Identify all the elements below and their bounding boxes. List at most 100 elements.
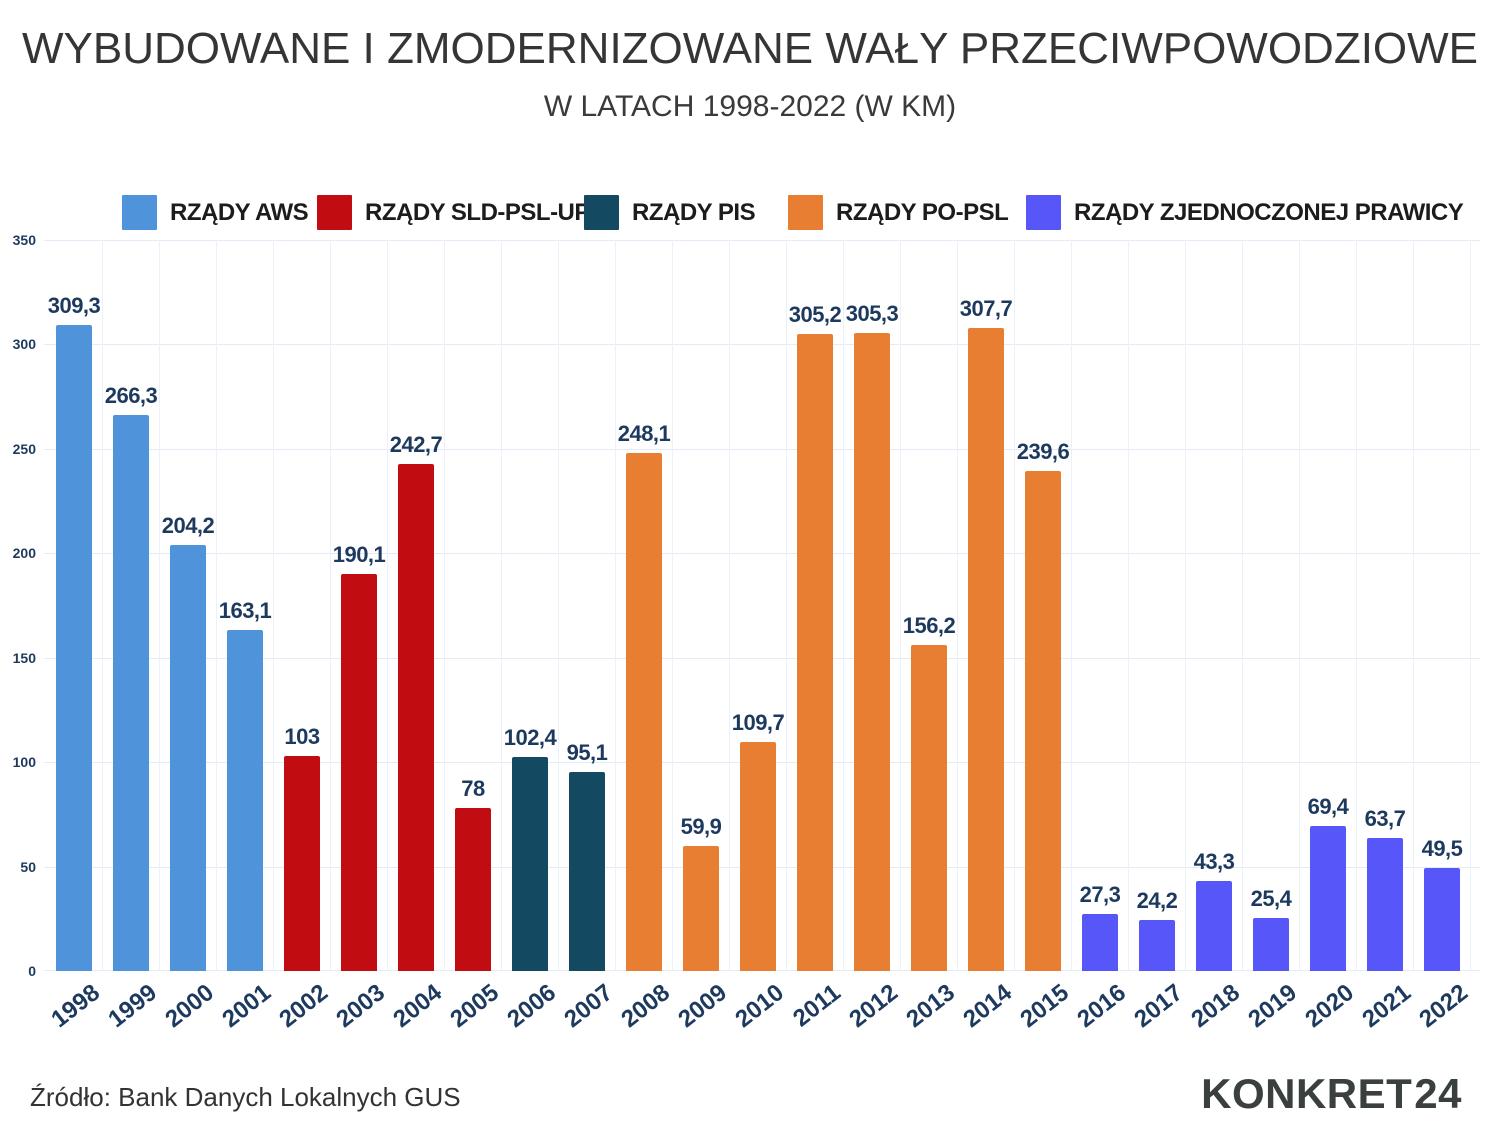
bar-2021	[1367, 838, 1403, 971]
legend-label-pis: RZĄDY PIS	[632, 198, 756, 226]
gridline-v	[1299, 240, 1300, 971]
bar-2006	[512, 757, 548, 971]
bar-value-2013: 156,2	[902, 612, 956, 638]
bar-2009	[683, 846, 719, 971]
bar-2018	[1196, 881, 1232, 971]
legend-swatch-po	[788, 195, 823, 230]
bar-value-1999: 266,3	[104, 382, 158, 408]
gridline-h-200	[44, 553, 1480, 554]
bar-2017	[1139, 920, 1175, 971]
x-axis-label-1998: 1998	[45, 979, 105, 1034]
page-subtitle: W LATACH 1998-2022 (W KM)	[543, 90, 957, 123]
legend-swatch-pis	[584, 195, 619, 230]
x-axis-label-2012: 2012	[843, 979, 903, 1034]
bar-value-2000: 204,2	[161, 512, 215, 538]
bar-2010	[740, 742, 776, 971]
legend-swatch-sld	[317, 195, 352, 230]
bar-value-2014: 307,7	[959, 296, 1013, 322]
bar-value-2017: 24,2	[1136, 888, 1178, 914]
bar-1998	[56, 325, 92, 971]
bar-value-2008: 248,1	[617, 420, 671, 446]
x-axis-label-1999: 1999	[102, 979, 162, 1034]
bar-value-2016: 27,3	[1079, 881, 1121, 907]
bar-value-2018: 43,3	[1193, 848, 1235, 874]
bar-2012	[854, 333, 890, 971]
bar-2019	[1253, 918, 1289, 971]
legend-item-sld: RZĄDY SLD-PSL-UP	[317, 195, 590, 230]
y-axis: 0 50 100 150 200 250 300 350	[0, 232, 36, 979]
y-axis-tick-300: 300	[12, 336, 36, 353]
bar-2008	[626, 453, 662, 971]
bar-2013	[911, 645, 947, 971]
gridline-v	[1356, 240, 1357, 971]
y-axis-tick-250: 250	[12, 440, 36, 457]
x-axis-label-2004: 2004	[387, 979, 447, 1034]
bar-value-2021: 63,7	[1364, 805, 1406, 831]
bar-2004	[398, 464, 434, 971]
legend-label-po: RZĄDY PO-PSL	[836, 198, 1009, 226]
x-axis-label-2006: 2006	[501, 979, 561, 1034]
legend-swatch-zp	[1026, 195, 1061, 230]
gridline-v	[1413, 240, 1414, 971]
bar-value-2012: 305,3	[845, 301, 899, 327]
bar-2002	[284, 756, 320, 971]
gridline-v	[501, 240, 502, 971]
gridline-v	[1242, 240, 1243, 971]
bar-value-2002: 103	[284, 723, 320, 749]
x-axis-label-2022: 2022	[1413, 979, 1473, 1034]
bar-value-2015: 239,6	[1016, 438, 1070, 464]
gridline-h-250	[44, 449, 1480, 450]
gridline-v	[1185, 240, 1186, 971]
bar-value-1998: 309,3	[47, 293, 101, 318]
legend-label-sld: RZĄDY SLD-PSL-UP	[365, 198, 590, 226]
x-axis-label-2011: 2011	[787, 979, 846, 1033]
y-axis-tick-350: 350	[12, 232, 36, 248]
gridline-v	[273, 240, 274, 971]
x-axis-label-2018: 2018	[1185, 979, 1245, 1034]
legend-item-zp: RZĄDY ZJEDNOCZONEJ PRAWICY	[1026, 195, 1464, 230]
gridline-v	[1071, 240, 1072, 971]
x-axis-label-2016: 2016	[1071, 979, 1131, 1034]
gridline-v	[387, 240, 388, 971]
y-axis-tick-200: 200	[12, 545, 36, 562]
bar-value-2010: 109,7	[731, 709, 785, 735]
x-axis-label-2020: 2020	[1299, 979, 1359, 1034]
x-axis-label-2015: 2015	[1014, 979, 1074, 1034]
y-axis-tick-50: 50	[20, 858, 36, 875]
gridline-v	[729, 240, 730, 971]
legend-label-aws: RZĄDY AWS	[170, 198, 309, 226]
bar-2022	[1424, 868, 1460, 971]
bar-value-2005: 78	[461, 776, 485, 802]
bar-2007	[569, 772, 605, 971]
gridline-h-150	[44, 658, 1480, 659]
x-axis-label-2000: 2000	[159, 979, 219, 1034]
gridline-v	[159, 240, 160, 971]
bar-1999	[113, 415, 149, 971]
x-axis-label-2019: 2019	[1242, 979, 1302, 1034]
gridline-v	[1128, 240, 1129, 971]
bar-2014	[968, 328, 1004, 971]
x-axis-label-2014: 2014	[957, 979, 1017, 1034]
gridline-v	[900, 240, 901, 971]
x-axis-label-2002: 2002	[273, 979, 333, 1034]
bar-value-2019: 25,4	[1250, 885, 1292, 911]
legend-item-po: RZĄDY PO-PSL	[788, 195, 1009, 230]
y-axis-tick-0: 0	[28, 963, 36, 979]
x-axis-label-2017: 2017	[1128, 979, 1188, 1034]
x-axis-label-2007: 2007	[558, 979, 618, 1034]
legend-swatch-aws	[122, 195, 157, 230]
bar-2000	[170, 545, 206, 971]
legend-item-aws: RZĄDY AWS	[122, 195, 309, 230]
x-axis-label-2001: 2001	[216, 979, 276, 1034]
x-axis-label-2009: 2009	[672, 979, 732, 1034]
gridline-v	[786, 240, 787, 971]
gridline-v	[102, 240, 103, 971]
bar-2005	[455, 808, 491, 971]
bar-2003	[341, 574, 377, 971]
bar-value-2009: 59,9	[680, 813, 722, 839]
x-axis-label-2008: 2008	[615, 979, 675, 1034]
gridline-v	[615, 240, 616, 971]
x-axis-label-2003: 2003	[330, 979, 390, 1034]
bar-value-2011: 305,2	[788, 301, 842, 327]
